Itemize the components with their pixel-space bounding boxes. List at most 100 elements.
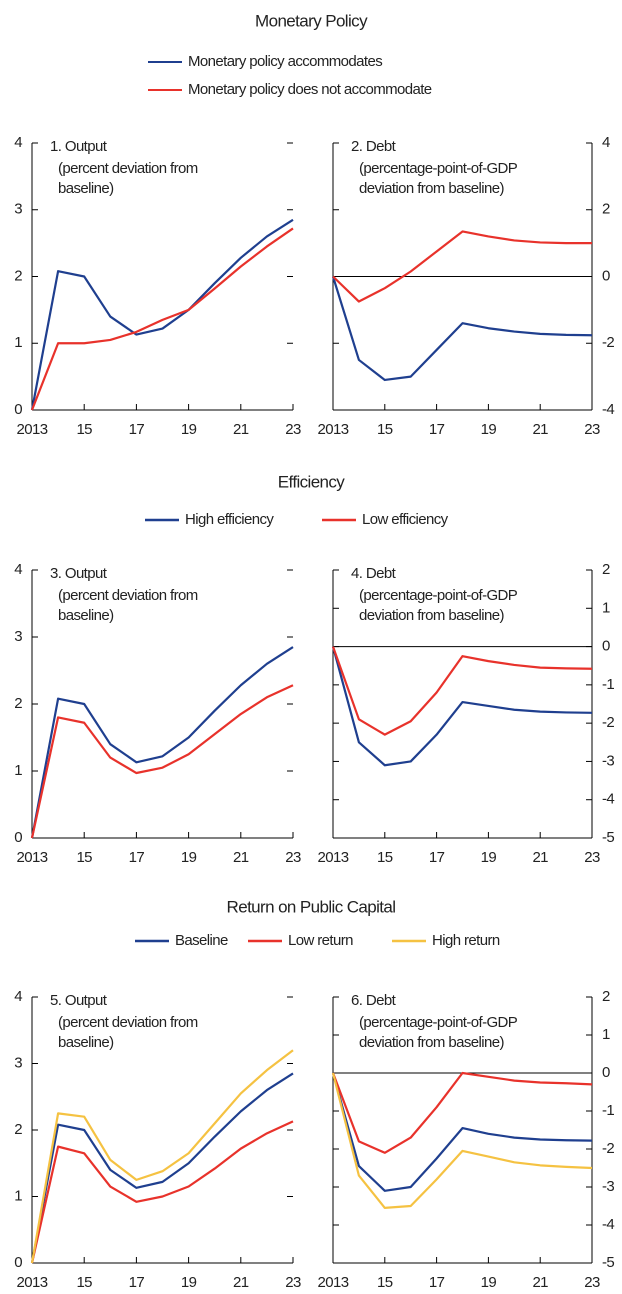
series-line — [331, 1071, 593, 1154]
y-tick-label: -4 — [602, 401, 614, 418]
legend-label: Low efficiency — [362, 511, 449, 528]
y-tick-label: 2 — [602, 561, 610, 578]
y-tick-label: 0 — [14, 401, 22, 418]
section-title: Return on Public Capital — [227, 897, 396, 916]
panel-subtitle: (percentage-point-of-GDP — [359, 160, 518, 177]
panel-subtitle: (percent deviation from — [58, 587, 198, 604]
y-tick-label: 2 — [14, 267, 22, 284]
y-tick-label: 1 — [602, 599, 610, 616]
panel-title: 5. Output — [50, 992, 108, 1009]
legend-label: Monetary policy does not accommodate — [188, 81, 432, 98]
x-tick-label: 23 — [584, 849, 600, 866]
y-tick-label: 3 — [14, 628, 22, 645]
panel-title: 2. Debt — [351, 138, 397, 155]
panel-subtitle: baseline) — [58, 180, 114, 197]
series-line — [30, 684, 294, 839]
y-tick-label: -2 — [602, 1140, 614, 1157]
x-tick-label: 15 — [76, 421, 92, 438]
x-tick-label: 21 — [233, 849, 249, 866]
y-tick-label: 0 — [602, 267, 610, 284]
y-tick-label: 4 — [14, 561, 22, 578]
x-tick-label: 19 — [181, 849, 197, 866]
y-tick-label: 1 — [14, 334, 22, 351]
x-tick-label: 21 — [532, 1274, 548, 1291]
series-line — [331, 646, 593, 736]
series-line — [30, 218, 294, 411]
x-tick-label: 17 — [429, 849, 445, 866]
series-line — [30, 646, 294, 839]
x-tick-label: 15 — [377, 849, 393, 866]
x-tick-label: 2013 — [17, 849, 48, 866]
y-tick-label: 1 — [14, 1187, 22, 1204]
x-tick-label: 23 — [584, 1274, 600, 1291]
x-tick-label: 19 — [481, 849, 497, 866]
panel-subtitle: (percent deviation from — [58, 160, 198, 177]
x-tick-label: 15 — [377, 421, 393, 438]
section-title: Efficiency — [278, 472, 346, 491]
panel-title: 6. Debt — [351, 992, 397, 1009]
x-tick-label: 17 — [129, 1274, 145, 1291]
x-tick-label: 23 — [285, 849, 301, 866]
x-tick-label: 21 — [233, 1274, 249, 1291]
series-line — [30, 227, 294, 411]
legend-label: High return — [432, 932, 500, 949]
x-tick-label: 19 — [181, 421, 197, 438]
x-tick-label: 23 — [584, 421, 600, 438]
y-tick-label: 0 — [602, 1064, 610, 1081]
x-tick-label: 15 — [377, 1274, 393, 1291]
series-line — [331, 276, 593, 382]
y-tick-label: 0 — [602, 638, 610, 655]
x-tick-label: 19 — [481, 1274, 497, 1291]
legend-label: Low return — [288, 932, 353, 949]
x-tick-label: 15 — [76, 1274, 92, 1291]
x-tick-label: 19 — [181, 1274, 197, 1291]
x-tick-label: 15 — [76, 849, 92, 866]
y-tick-label: -1 — [602, 676, 614, 693]
panel-title: 4. Debt — [351, 565, 397, 582]
x-tick-label: 17 — [129, 421, 145, 438]
series-line — [332, 230, 592, 303]
panel-subtitle: (percentage-point-of-GDP — [359, 1014, 518, 1031]
x-tick-label: 23 — [285, 1274, 301, 1291]
legend-label: Monetary policy accommodates — [188, 53, 382, 70]
series-line — [331, 1072, 593, 1209]
y-tick-label: 2 — [602, 988, 610, 1005]
x-tick-label: 17 — [429, 421, 445, 438]
y-tick-label: -3 — [602, 752, 614, 769]
series-line — [331, 646, 593, 767]
panel-subtitle: deviation from baseline) — [359, 607, 504, 624]
y-tick-label: -4 — [602, 1216, 614, 1233]
series-line — [30, 1049, 294, 1264]
x-tick-label: 2013 — [318, 849, 349, 866]
y-tick-label: 4 — [14, 988, 22, 1005]
x-tick-label: 21 — [532, 849, 548, 866]
y-tick-label: 1 — [602, 1026, 610, 1043]
panel-title: 1. Output — [50, 138, 108, 155]
y-tick-label: -2 — [602, 334, 614, 351]
y-tick-label: -4 — [602, 791, 614, 808]
y-tick-label: 4 — [602, 134, 610, 151]
x-tick-label: 17 — [429, 1274, 445, 1291]
x-tick-label: 2013 — [17, 421, 48, 438]
x-tick-label: 19 — [481, 421, 497, 438]
section-title: Monetary Policy — [255, 11, 368, 30]
panel-subtitle: baseline) — [58, 607, 114, 624]
panel-subtitle: deviation from baseline) — [359, 1034, 504, 1051]
y-tick-label: 3 — [14, 201, 22, 218]
legend-label: Baseline — [175, 932, 228, 949]
x-tick-label: 2013 — [17, 1274, 48, 1291]
series-line — [30, 1072, 294, 1264]
panel-subtitle: deviation from baseline) — [359, 180, 504, 197]
y-tick-label: -3 — [602, 1178, 614, 1195]
x-tick-label: 21 — [532, 421, 548, 438]
x-tick-label: 17 — [129, 849, 145, 866]
panel-title: 3. Output — [50, 565, 108, 582]
panel-subtitle: (percentage-point-of-GDP — [359, 587, 518, 604]
series-line — [30, 1120, 294, 1264]
x-tick-label: 2013 — [318, 1274, 349, 1291]
y-tick-label: 2 — [14, 695, 22, 712]
legend-label: High efficiency — [185, 511, 274, 528]
y-tick-label: 3 — [14, 1054, 22, 1071]
y-tick-label: -1 — [602, 1102, 614, 1119]
